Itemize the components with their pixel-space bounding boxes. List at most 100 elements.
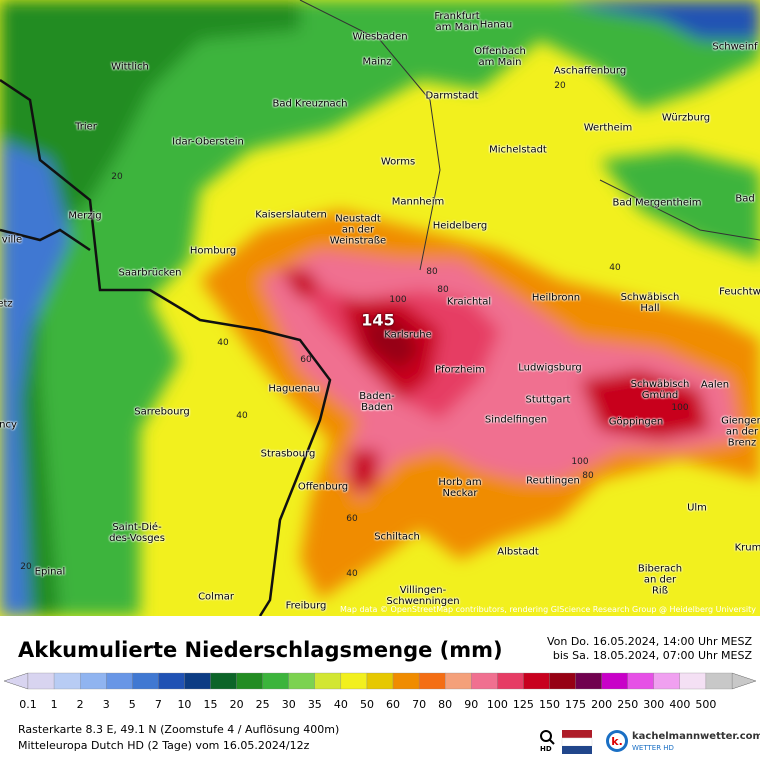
legend-swatch — [53, 672, 81, 690]
legend: 0.1 1 2 3 5 7 10 15 20 25 30 35 40 50 60 70 80 90 100 125 15… — [3, 672, 757, 711]
city-label: Hanau — [479, 19, 513, 31]
city-label: Horb am Neckar — [438, 477, 482, 499]
legend-label: 20 — [230, 698, 244, 711]
contour-label: 20 — [20, 562, 32, 572]
legend-swatch — [184, 672, 211, 690]
contour-label: 40 — [346, 569, 358, 579]
city-label: Albstadt — [497, 546, 539, 558]
legend-swatch — [549, 672, 576, 690]
city-label: Pforzheim — [434, 364, 486, 376]
legend-label: 175 — [565, 698, 586, 711]
city-label: Heidelberg — [432, 220, 488, 232]
date-to: bis Sa. 18.05.2024, 07:00 Uhr MESZ — [552, 649, 752, 662]
contour-label: 20 — [554, 81, 566, 91]
contour-label: 145 — [361, 310, 395, 330]
city-label: Colmar — [198, 591, 234, 603]
city-label: Stuttgart — [525, 394, 571, 406]
legend-label: 15 — [204, 698, 218, 711]
footer-line: Rasterkarte 8.3 E, 49.1 N (Zoomstufe 4 /… — [18, 723, 340, 736]
legend-label: 250 — [617, 698, 638, 711]
brand-sub: WETTER HD — [632, 744, 674, 752]
legend-arrow — [731, 672, 757, 690]
contour-label: 100 — [571, 457, 589, 467]
contour-label: 40 — [609, 263, 621, 273]
map: Map data © OpenStreetMap contributors, r… — [0, 0, 760, 616]
city-label: Schweinf — [712, 41, 758, 53]
city-label: Göppingen — [608, 416, 664, 428]
legend-label: 500 — [695, 698, 716, 711]
legend-label: 150 — [539, 698, 560, 711]
city-label: Mainz — [362, 56, 392, 68]
city-label: Wertheim — [583, 122, 633, 134]
city-label: Heilbronn — [531, 292, 581, 304]
legend-swatch — [627, 672, 654, 690]
legend-swatch — [132, 672, 159, 690]
legend-swatch — [106, 672, 133, 690]
contour-label: 100 — [671, 403, 689, 413]
city-label: Darmstadt — [425, 90, 479, 102]
legend-label: 200 — [591, 698, 612, 711]
city-label: Homburg — [189, 245, 237, 257]
legend-swatch — [445, 672, 472, 690]
legend-swatch — [236, 672, 263, 690]
brand[interactable]: kachelmannwetter.com — [632, 731, 760, 742]
legend-label: 80 — [438, 698, 452, 711]
city-label: Merzig — [68, 210, 102, 222]
legend-swatch — [262, 672, 289, 690]
legend-swatch — [679, 672, 707, 690]
city-label: Ludwigsburg — [518, 362, 582, 374]
legend-swatch — [418, 672, 446, 690]
city-label: Saarbrücken — [118, 267, 182, 279]
legend-label: 35 — [308, 698, 322, 711]
city-label: Sarrebourg — [134, 406, 190, 418]
hd-label: HD — [540, 745, 552, 753]
city-label: Biberach an der Riß — [637, 563, 683, 597]
contour-label: 80 — [437, 285, 449, 295]
legend-swatch — [653, 672, 681, 690]
contour-label: 100 — [389, 295, 407, 305]
city-label: Krum — [734, 542, 760, 554]
city-label: Trier — [75, 121, 97, 133]
city-label: Wiesbaden — [352, 31, 408, 43]
legend-swatch — [27, 672, 55, 690]
legend-swatch — [79, 672, 107, 690]
city-label: Mannheim — [391, 196, 445, 208]
legend-label: 3 — [103, 698, 110, 711]
city-label: Aalen — [700, 379, 730, 391]
legend-label: 40 — [334, 698, 348, 711]
legend-swatch — [601, 672, 628, 690]
logo: k. — [606, 730, 628, 752]
legend-swatch — [471, 672, 498, 690]
icons — [540, 730, 593, 754]
legend-label: 30 — [282, 698, 296, 711]
legend-label: 7 — [155, 698, 162, 711]
city-label: Feuchtw — [719, 286, 760, 298]
contour-label: 20 — [111, 172, 123, 182]
city-label: Bad — [735, 193, 755, 205]
city-label: Ulm — [687, 502, 707, 514]
legend-swatch — [523, 672, 550, 690]
contour-label: 40 — [236, 411, 248, 421]
city-label: Offenbach am Main — [474, 46, 526, 68]
legend-label: 400 — [669, 698, 690, 711]
city-label: Reutlingen — [526, 475, 580, 487]
city-label: Schwäbisch Gmünd — [630, 379, 690, 401]
city-label: Neustadt an der Weinstraße — [329, 213, 387, 247]
contour-label: 60 — [300, 355, 312, 365]
city-label: Giengen an der Brenz — [721, 415, 760, 449]
city-label: Haguenau — [268, 383, 320, 395]
city-label: Schiltach — [374, 531, 420, 543]
city-label: ncy — [0, 419, 17, 431]
legend-label: 60 — [386, 698, 400, 711]
legend-swatch — [314, 672, 342, 690]
city-label: etz — [0, 298, 13, 310]
city-label: Wittlich — [111, 61, 149, 73]
city-label: Kraichtal — [446, 296, 492, 308]
city-label: Karlsruhe — [384, 329, 432, 341]
legend-label: 1 — [51, 698, 58, 711]
city-label: Worms — [380, 156, 416, 168]
date-from: Von Do. 16.05.2024, 14:00 Uhr MESZ — [546, 635, 752, 648]
legend-swatch — [705, 672, 733, 690]
city-label: Würzburg — [661, 112, 711, 124]
